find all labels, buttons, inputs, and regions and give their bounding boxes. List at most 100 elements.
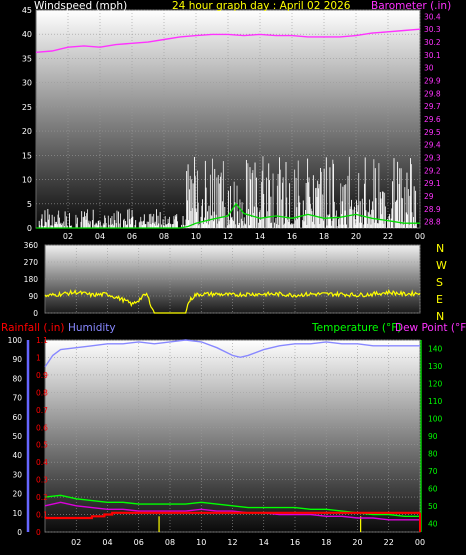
rain-x-tick-label: 18 xyxy=(321,538,331,547)
humidity-tick-label: 70 xyxy=(12,394,22,403)
compass-n-bottom: N xyxy=(436,310,444,323)
baro-tick-label: 29 xyxy=(424,192,434,201)
wind-x-tick-label: 14 xyxy=(255,232,265,241)
wind-x-tick-label: 00 xyxy=(415,232,425,241)
wind-x-tick-label: 18 xyxy=(319,232,329,241)
baro-tick-label: 29.7 xyxy=(424,102,441,111)
rain-tick-label: 0.6 xyxy=(36,423,48,432)
baro-tick-label: 29.9 xyxy=(424,77,441,86)
baro-tick-label: 28.9 xyxy=(424,205,441,214)
compass-e: E xyxy=(436,293,443,306)
baro-tick-label: 29.8 xyxy=(424,89,441,98)
dewpoint-line xyxy=(44,501,420,521)
wind-tick-label: 25 xyxy=(22,103,32,112)
humidity-line xyxy=(44,339,420,368)
wind-tick-label: 35 xyxy=(22,54,32,63)
baro-tick-label: 29.3 xyxy=(424,153,441,162)
compass-s: S xyxy=(436,276,443,289)
temp-tick-label: 50 xyxy=(428,502,438,511)
rain-tick-label: 0.9 xyxy=(36,371,48,380)
rain-x-tick-label: 22 xyxy=(384,538,394,547)
baro-tick-label: 28.8 xyxy=(424,218,441,227)
rainfall-axis-title: Rainfall (.in) xyxy=(1,322,64,334)
baro-tick-label: 29.1 xyxy=(424,179,441,188)
rain-tick-label: 0.7 xyxy=(36,406,48,415)
baro-tick-label: 29.2 xyxy=(424,166,441,175)
wind-x-tick-label: 12 xyxy=(223,232,233,241)
series-layer xyxy=(35,28,421,532)
humidity-tick-label: 80 xyxy=(12,374,22,383)
wind-tick-label: 40 xyxy=(22,30,32,39)
baro-tick-label: 29.4 xyxy=(424,141,441,150)
chart-title: 24 hour graph day : April 02 2026 xyxy=(172,0,351,12)
wind-x-tick-label: 20 xyxy=(351,232,361,241)
axis-labels: 05101520253035404528.828.92929.129.229.3… xyxy=(8,6,443,547)
barometer-line xyxy=(35,28,421,53)
temp-tick-label: 40 xyxy=(428,519,438,528)
compass-w: W xyxy=(436,259,447,272)
wind-x-tick-label: 16 xyxy=(287,232,297,241)
dir-tick-label: 90 xyxy=(28,292,38,301)
wind-tick-label: 20 xyxy=(22,127,32,136)
humidity-tick-label: 50 xyxy=(12,432,22,441)
wind-x-tick-label: 22 xyxy=(383,232,393,241)
wind-x-tick-label: 08 xyxy=(159,232,169,241)
humidity-tick-label: 10 xyxy=(12,509,22,518)
baro-tick-label: 30.2 xyxy=(424,38,441,47)
wind-tick-label: 0 xyxy=(27,224,32,233)
humidity-tick-label: 90 xyxy=(12,355,22,364)
barometer-axis-title: Barometer (.in) xyxy=(371,0,451,12)
rain-tick-label: 0.3 xyxy=(36,476,48,485)
humidity-tick-label: 60 xyxy=(12,413,22,422)
rain-x-tick-label: 12 xyxy=(227,538,237,547)
rain-tick-label: 0 xyxy=(36,528,41,537)
temp-tick-label: 130 xyxy=(428,362,443,371)
wind-x-tick-label: 10 xyxy=(191,232,201,241)
baro-tick-label: 29.6 xyxy=(424,115,441,124)
wind-axis-title: Windspeed (mph) xyxy=(34,0,127,12)
humidity-tick-label: 30 xyxy=(12,470,22,479)
dir-tick-label: 0 xyxy=(33,309,38,318)
baro-tick-label: 30.1 xyxy=(424,51,441,60)
wind-tick-label: 30 xyxy=(22,79,32,88)
temp-tick-label: 90 xyxy=(428,432,438,441)
humidity-tick-label: 20 xyxy=(12,490,22,499)
temp-tick-label: 140 xyxy=(428,345,443,354)
rain-x-tick-label: 00 xyxy=(415,538,425,547)
rain-x-tick-label: 06 xyxy=(134,538,144,547)
rain-x-tick-label: 16 xyxy=(290,538,300,547)
temperature-axis-title: Temperature (°F) xyxy=(311,322,401,334)
temp-tick-label: 80 xyxy=(428,449,438,458)
wind-tick-label: 45 xyxy=(22,6,32,15)
humidity-axis-title: Humidity xyxy=(68,322,116,334)
rain-tick-label: 0.1 xyxy=(36,511,48,520)
rain-tick-label: 1 xyxy=(36,353,41,362)
wind-tick-label: 15 xyxy=(22,151,32,160)
baro-tick-label: 30.4 xyxy=(424,12,441,21)
rain-x-tick-label: 02 xyxy=(71,538,81,547)
wind-x-tick-label: 04 xyxy=(95,232,105,241)
temp-tick-label: 60 xyxy=(428,484,438,493)
wind-direction-line xyxy=(44,288,421,314)
temp-tick-label: 70 xyxy=(428,467,438,476)
baro-tick-label: 29.5 xyxy=(424,128,441,137)
dir-tick-label: 180 xyxy=(24,275,39,284)
rain-tick-label: 0.2 xyxy=(36,493,48,502)
wind-x-tick-label: 02 xyxy=(63,232,73,241)
dir-tick-label: 360 xyxy=(24,241,39,250)
rain-tick-label: 0.4 xyxy=(36,458,48,467)
rain-tick-label: 0.5 xyxy=(36,441,48,450)
wind-tick-label: 5 xyxy=(27,200,32,209)
rain-x-tick-label: 08 xyxy=(165,538,175,547)
humidity-tick-label: 0 xyxy=(17,528,22,537)
compass-n-top: N xyxy=(436,242,444,255)
humidity-tick-label: 40 xyxy=(12,451,22,460)
rain-tick-label: 1.1 xyxy=(36,336,48,345)
rain-x-tick-label: 04 xyxy=(102,538,112,547)
temp-tick-label: 100 xyxy=(428,415,443,424)
baro-tick-label: 30.3 xyxy=(424,25,441,34)
dir-tick-label: 270 xyxy=(24,258,39,267)
temp-tick-label: 110 xyxy=(428,397,443,406)
baro-tick-label: 30 xyxy=(424,64,434,73)
